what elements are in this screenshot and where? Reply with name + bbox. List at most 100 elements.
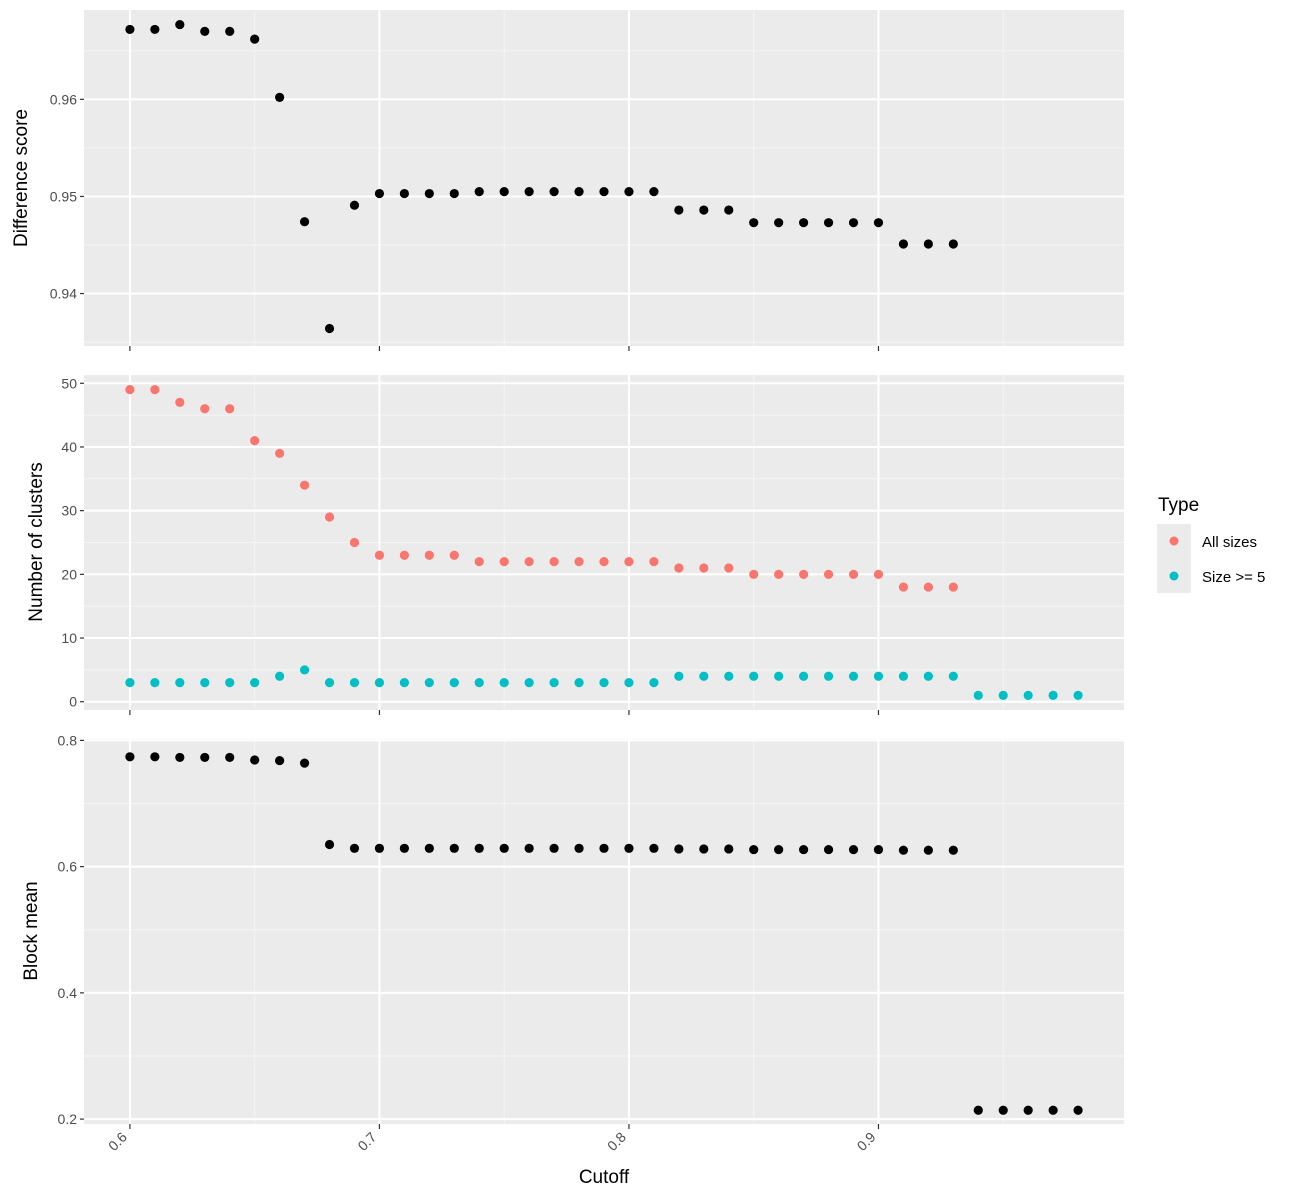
y-tick-label: 0 [69, 694, 77, 710]
point [898, 239, 909, 249]
y-tick-label: 0.96 [50, 91, 77, 107]
y-axis-title: Difference score [11, 109, 32, 247]
point [699, 205, 709, 215]
point-all-sizes [225, 404, 235, 414]
point [998, 1105, 1008, 1115]
point-all-sizes [175, 397, 185, 407]
point [699, 844, 709, 854]
point [275, 92, 285, 102]
point [175, 752, 185, 763]
point-all-sizes [774, 569, 784, 579]
point [599, 843, 609, 853]
point-all-sizes [873, 569, 884, 579]
point-size-5 [848, 671, 859, 681]
x-tick-label: 0.9 [854, 1129, 879, 1154]
point-size-5 [973, 690, 983, 700]
point [349, 200, 360, 210]
point [823, 218, 834, 228]
y-tick-label: 40 [61, 439, 77, 455]
point-all-sizes [898, 582, 909, 592]
point-size-5 [998, 690, 1008, 700]
point-all-sizes [948, 582, 958, 592]
point-size-5 [699, 671, 709, 681]
x-axis: 0.6 0.7 0.8 0.9 [105, 1124, 880, 1154]
point-all-sizes [349, 537, 360, 548]
panel-background [84, 10, 1124, 346]
legend-key-size-5 [1169, 571, 1179, 581]
y-tick-label: 10 [61, 630, 77, 646]
point-all-sizes [599, 557, 609, 567]
point [549, 843, 559, 853]
point-all-sizes [275, 448, 285, 458]
point-all-sizes [374, 550, 385, 560]
point [649, 186, 659, 197]
x-tick-label: 0.8 [604, 1129, 629, 1154]
panel-background [84, 739, 1124, 1124]
point-size-5 [1073, 690, 1083, 700]
point-size-5 [474, 678, 484, 688]
x-axis-title: Cutoff [579, 1167, 630, 1188]
point [948, 845, 958, 855]
point [649, 843, 659, 853]
y-axis: 0.2 0.4 0.6 0.8 [58, 732, 84, 1127]
grid-lines [84, 739, 1124, 1124]
point [250, 755, 260, 765]
point [150, 24, 160, 35]
point-size-5 [649, 678, 659, 688]
point-size-5 [175, 678, 185, 688]
point [724, 844, 734, 854]
point-all-sizes [324, 512, 335, 522]
point-size-5 [624, 678, 634, 688]
point [125, 752, 135, 762]
point [898, 845, 909, 855]
point [774, 844, 784, 855]
point-size-5 [823, 671, 834, 681]
point [1073, 1105, 1083, 1115]
point-all-sizes [749, 569, 759, 579]
legend-label-all-sizes: All sizes [1202, 534, 1257, 551]
point [175, 19, 185, 30]
y-axis-title: Block mean [21, 881, 42, 980]
panel-number-of-clusters: 0 10 20 30 40 50 Number of clusters [26, 375, 1124, 715]
y-tick-label: 0.4 [58, 985, 78, 1001]
point-size-5 [948, 671, 958, 681]
point [524, 843, 534, 853]
legend-label-size-5: Size >= 5 [1202, 569, 1265, 586]
point-size-5 [125, 678, 135, 688]
point [624, 186, 634, 197]
point-size-5 [898, 671, 909, 681]
point [823, 844, 834, 855]
point-all-sizes [724, 563, 734, 573]
point-size-5 [250, 678, 260, 688]
point-size-5 [774, 671, 784, 681]
panel-block-mean: 0.2 0.4 0.6 0.8 0.6 0.7 0.8 0.9 Block mean [21, 732, 1124, 1154]
point [599, 186, 609, 197]
point [923, 845, 933, 855]
point-all-sizes [823, 569, 834, 579]
point-size-5 [374, 678, 385, 688]
point-size-5 [225, 678, 235, 688]
point-all-sizes [923, 582, 933, 592]
grid-lines [84, 375, 1124, 710]
point [524, 186, 534, 197]
point-size-5 [549, 678, 559, 688]
point-size-5 [599, 678, 609, 688]
point [225, 752, 235, 763]
point-all-sizes [424, 550, 434, 560]
point-all-sizes [524, 557, 534, 567]
point [324, 839, 335, 850]
y-tick-label: 0.94 [50, 286, 77, 302]
point [724, 205, 734, 215]
legend-title: Type [1158, 495, 1199, 516]
point [674, 205, 684, 215]
point [200, 26, 210, 36]
point-size-5 [299, 665, 310, 675]
point-all-sizes [499, 557, 509, 567]
point-size-5 [349, 678, 360, 688]
point [973, 1105, 983, 1115]
point-size-5 [324, 678, 335, 688]
point [749, 218, 759, 228]
point-size-5 [399, 678, 409, 688]
point [349, 843, 360, 853]
